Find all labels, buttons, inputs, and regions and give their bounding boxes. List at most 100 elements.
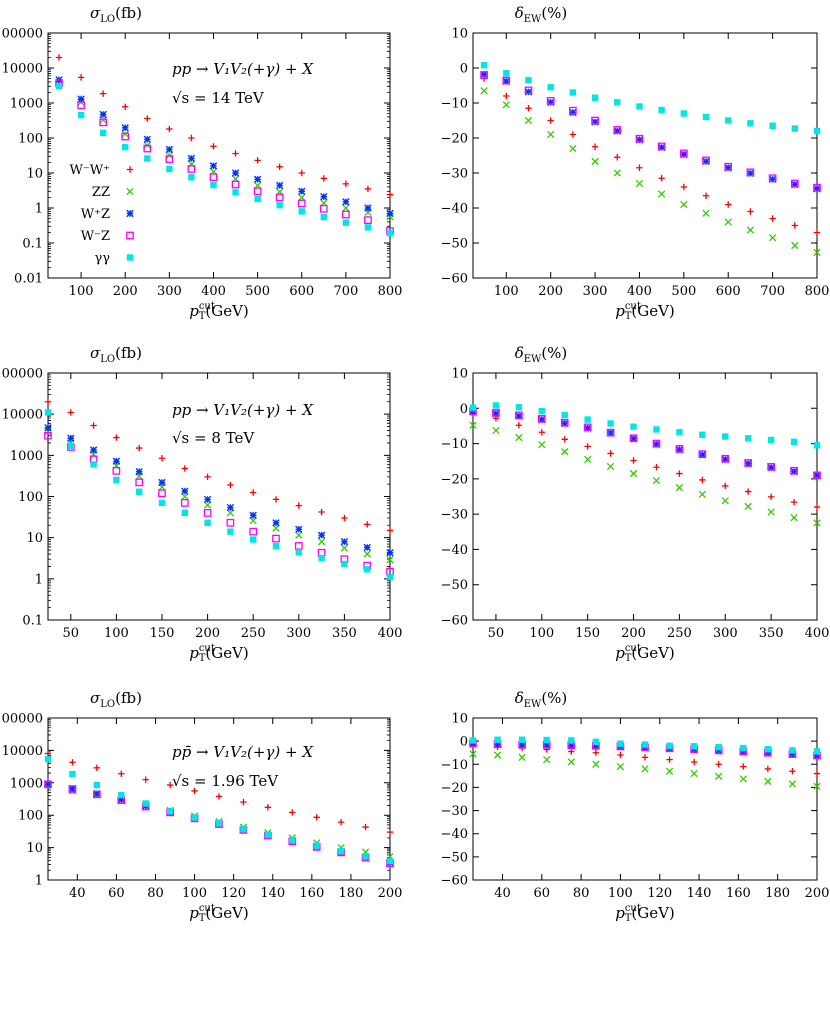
data-point [342,198,350,206]
data-point [725,201,732,208]
data-point [386,573,394,581]
x-tick-label: 200 [113,284,138,299]
data-point [568,748,575,755]
panel-title: σLO(fb) [90,344,142,365]
data-point [698,451,707,459]
x-tick-label: 140 [260,886,285,901]
data-point [617,740,624,747]
data-point [342,204,350,212]
data-point [250,536,257,543]
data-point [386,828,394,836]
x-tick-label: 60 [534,886,551,901]
data-point [68,784,77,793]
data-point [143,135,151,143]
data-point [166,781,174,789]
data-point [337,818,345,826]
data-point [99,129,107,137]
x-tick-label: 600 [289,284,314,299]
data-point [813,770,821,777]
data-point [254,157,261,164]
data-point [652,476,661,485]
data-point [232,150,239,157]
y-tick-label: 1 [35,202,43,217]
data-point [515,422,523,429]
y-tick-label: 0 [460,735,468,750]
y-tick-label: 100 [18,132,43,147]
data-point [187,165,196,173]
data-point [341,514,348,522]
data-point [181,492,189,501]
data-point [543,755,551,764]
data-point [666,742,673,749]
panel-6: −60 −50 −40 −30 −20 −10 0 10 40 60 80 100 120 140 160 1… [441,689,830,924]
data-point [768,175,777,183]
legend-marker [126,166,134,173]
x-tick-label: 200 [378,886,403,901]
data-point [525,105,532,112]
x-tick-label: 50 [488,626,505,641]
data-point [93,790,101,798]
legend-label: W⁺Z [81,207,110,222]
data-point [658,106,665,114]
data-point [813,248,821,257]
data-point [276,163,283,171]
data-point [547,117,554,124]
data-points [44,750,394,868]
data-point [67,409,74,416]
series-2 [44,427,394,564]
data-point [676,470,683,477]
plot-frame [472,372,818,621]
data-point [342,180,350,188]
data-point [297,199,306,208]
data-point [666,756,673,763]
data-point [275,181,284,190]
data-point [68,785,77,793]
data-point [790,514,798,522]
series-4 [469,407,821,480]
x-axis-label: pcut T(GeV) [615,643,675,664]
data-point [791,241,799,250]
data-point [515,404,523,411]
data-point [337,847,345,855]
data-point [616,762,625,771]
data-point [724,162,733,171]
data-point [722,482,729,490]
y-tick-label: −50 [441,578,468,593]
data-point [591,116,599,125]
data-point [538,415,546,424]
data-point [44,755,52,763]
panel-title: σLO(fb) [90,4,142,25]
data-point [813,471,821,480]
data-point [698,450,707,459]
data-point [518,753,526,762]
data-point [680,150,688,159]
x-tick-label: 400 [627,284,652,299]
data-point [480,62,488,69]
data-point [226,503,235,512]
plot-frame [472,717,818,881]
data-point [158,455,166,462]
panel-title: δEW(%) [515,344,568,365]
data-point [525,77,532,84]
series-2 [469,421,821,527]
data-point [715,772,723,780]
data-point [653,426,660,433]
data-point [569,131,577,138]
data-point [99,90,107,97]
data-point [341,560,348,568]
data-point [240,825,247,833]
data-point [561,419,569,428]
x-tick-label: 160 [299,886,324,901]
x-tick-label: 400 [201,284,226,299]
data-point [764,749,772,757]
x-tick-label: 350 [759,626,784,641]
y-tick-label: −60 [441,874,468,889]
x-tick-label: 600 [716,284,741,299]
data-point [543,741,551,749]
y-tick-label: 1000 [10,97,43,112]
data-point [568,737,575,744]
data-point [298,187,306,195]
